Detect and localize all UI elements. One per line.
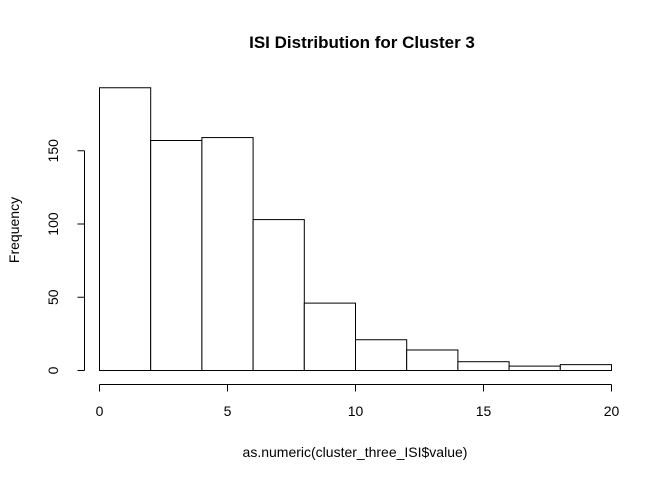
histogram-bar-4 [303, 302, 356, 371]
y-axis-label: Frequency [6, 197, 22, 263]
x-tick-label-3: 15 [476, 403, 492, 419]
histogram-bar-3 [252, 219, 305, 371]
x-tick-label-0: 0 [96, 403, 104, 419]
x-axis: 0 5 10 15 20 [96, 384, 620, 419]
x-tick-label-1: 5 [224, 403, 232, 419]
y-tick-label-3: 150 [45, 139, 61, 163]
histogram-bar-9 [559, 364, 612, 372]
histogram-bar-0 [99, 87, 152, 371]
bars-group [99, 87, 612, 372]
histogram-bar-1 [150, 139, 203, 371]
y-tick-label-1: 50 [45, 289, 61, 305]
x-tick-label-2: 10 [348, 403, 364, 419]
chart-title: ISI Distribution for Cluster 3 [249, 33, 475, 52]
histogram-bar-5 [355, 339, 408, 371]
x-axis-label: as.numeric(cluster_three_ISI$value) [243, 444, 468, 460]
y-axis: 0 50 100 150 [45, 139, 85, 374]
x-tick-label-4: 20 [604, 403, 620, 419]
histogram-bar-7 [457, 361, 510, 371]
y-tick-label-0: 0 [45, 366, 61, 374]
histogram-bar-2 [201, 137, 254, 371]
histogram-bar-8 [508, 365, 561, 372]
histogram-bar-6 [406, 349, 459, 371]
y-tick-label-2: 100 [45, 212, 61, 236]
